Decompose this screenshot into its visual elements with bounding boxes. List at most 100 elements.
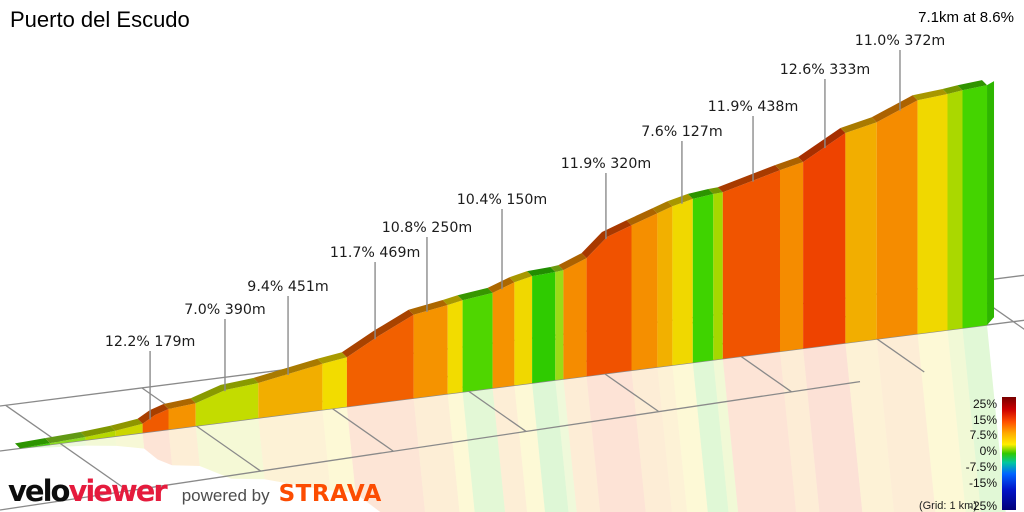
veloviewer-logo-velo: velo: [8, 474, 70, 508]
fan-band: [722, 351, 797, 512]
gradient-band: [876, 100, 918, 340]
fan-band: [962, 325, 1006, 512]
grid-line: [141, 387, 262, 472]
ridge-band: [626, 208, 658, 226]
callout-label: 9.4% 451m: [247, 279, 328, 295]
ridge-band: [190, 378, 259, 404]
gradient-band: [962, 85, 987, 329]
fan-band: [258, 409, 331, 491]
callout-labels: 12.2% 179m 7.0% 390m 9.4% 451m 11.7% 469m 10…: [105, 33, 945, 350]
fan-band: [462, 388, 506, 512]
legend-tick: 25%: [972, 397, 997, 411]
ridge-band: [509, 271, 533, 283]
ridge-band: [717, 165, 780, 193]
ridge-band: [687, 189, 714, 199]
ridge-band: [871, 95, 918, 123]
gradient-band: [917, 94, 948, 334]
callout-label: 10.4% 150m: [457, 192, 547, 208]
gradient-band: [413, 305, 448, 399]
fan-band: [947, 328, 981, 512]
fan-band: [168, 426, 200, 466]
ridge-band: [163, 398, 196, 409]
gradient-band: [258, 363, 323, 418]
gradient-band: [713, 192, 723, 360]
ridge-band: [840, 117, 877, 133]
legend-tick: 15%: [972, 413, 997, 427]
ridge-band: [912, 89, 948, 101]
grid-line: [5, 404, 129, 492]
gradient-band: [563, 258, 587, 380]
strava-logo: STRAVA: [278, 481, 382, 507]
gradient-band: [50, 437, 86, 445]
profile-face: [20, 85, 987, 449]
gradient-colorbar: [1002, 397, 1016, 510]
legend-tick: -25%: [968, 499, 997, 512]
fan-band: [780, 348, 820, 512]
ridge-band: [442, 295, 463, 305]
gradient-band: [195, 383, 259, 426]
fan-band: [563, 376, 601, 512]
grid-line: [0, 380, 861, 511]
callout-label: 11.9% 320m: [561, 156, 651, 172]
legend-tick: 7.5%: [969, 428, 997, 442]
side-cap-face: [987, 81, 995, 326]
ridge-band: [667, 193, 693, 207]
page-title: Puerto del Escudo: [10, 7, 190, 32]
grid-note: (Grid: 1 km): [918, 500, 977, 512]
ridge-band: [408, 300, 448, 315]
footer-branding: velo viewer powered by STRAVA: [8, 474, 382, 508]
powered-by-text: powered by: [181, 486, 270, 505]
ridge-band: [652, 201, 673, 214]
ridge-band: [558, 253, 587, 271]
projection-fan: [20, 325, 1006, 512]
ridge-band: [15, 438, 50, 449]
fan-band: [413, 393, 460, 512]
fan-band: [142, 429, 172, 466]
gradient-band: [631, 213, 658, 371]
fan-band: [115, 432, 145, 449]
fan-band: [514, 383, 545, 512]
gradient-band: [532, 272, 556, 384]
ridge-band: [942, 85, 963, 94]
fan-band: [50, 440, 86, 448]
ridge-band: [957, 80, 987, 91]
ridge-band: [798, 128, 846, 162]
fan-band: [322, 406, 356, 494]
ridge-band: [137, 404, 169, 424]
legend-tick: -15%: [968, 476, 997, 490]
gradient-band: [780, 162, 804, 352]
fan-band: [672, 362, 708, 512]
callout-label: 7.6% 127m: [641, 124, 722, 140]
fan-band: [532, 380, 569, 512]
callout-label: 11.7% 469m: [330, 245, 420, 261]
fan-band: [692, 360, 729, 512]
callout-leaders: [149, 50, 901, 420]
fan-band: [713, 358, 739, 512]
gradient-band: [322, 357, 347, 410]
gradient-band: [555, 270, 564, 381]
callout-label: 10.8% 250m: [382, 220, 472, 236]
gradient-band: [586, 225, 632, 377]
callout-label: 7.0% 390m: [184, 302, 265, 318]
legend-tick: -7.5%: [965, 460, 997, 474]
veloviewer-logo-viewer: viewer: [68, 474, 167, 508]
gradient-band: [462, 292, 493, 392]
ridge-band: [527, 267, 556, 277]
gradient-band: [657, 206, 673, 368]
gradient-band: [346, 314, 414, 407]
gradient-band: [168, 403, 196, 430]
callout-label: 11.9% 438m: [708, 99, 798, 115]
callout-label: 12.6% 333m: [780, 62, 870, 78]
gradient-band: [142, 409, 169, 433]
gradient-band: [85, 430, 116, 441]
gradient-band: [492, 282, 515, 389]
fan-band: [195, 418, 265, 480]
ridge-band: [457, 287, 493, 301]
gradient-band: [447, 300, 463, 394]
callout-label: 12.2% 179m: [105, 334, 195, 350]
climb-summary: 7.1km at 8.6%: [918, 9, 1014, 26]
gradient-band: [672, 198, 693, 366]
fan-band: [447, 392, 475, 512]
